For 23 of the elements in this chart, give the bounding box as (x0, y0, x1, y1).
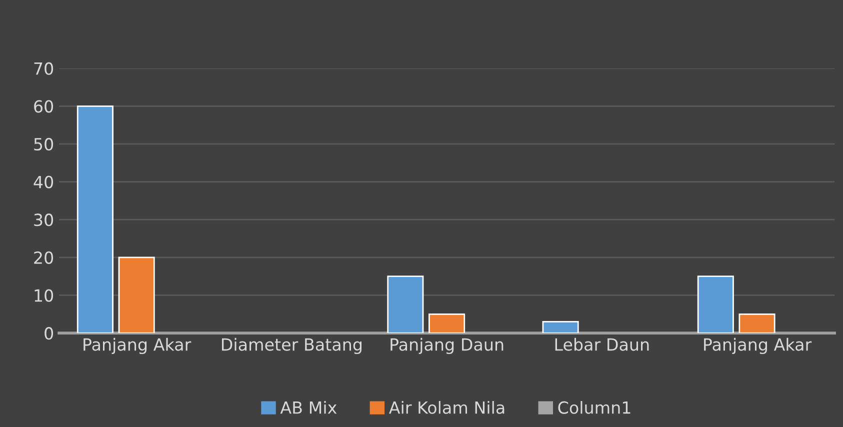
y-tick-label: 60 (34, 100, 54, 113)
bar (76, 105, 114, 334)
x-tick-label: Panjang Daun (390, 338, 504, 354)
legend-label: AB Mix (280, 401, 337, 414)
y-tick-label: 50 (34, 138, 54, 151)
y-tick-label: 30 (34, 214, 54, 226)
y-tick-label: 10 (34, 289, 54, 302)
x-tick-label: Lebar Daun (555, 338, 649, 351)
legend-label: Column1 (558, 401, 630, 414)
y-tick-label: 40 (34, 176, 54, 188)
y-tick-label: 70 (34, 62, 54, 75)
bar (387, 276, 424, 334)
x-tick-label: Panjang Akar (84, 338, 192, 354)
bar (118, 256, 155, 334)
y-tick-label: 0 (44, 327, 54, 340)
bar (697, 276, 734, 334)
x-tick-label: Diameter Batang (222, 338, 362, 354)
bar (738, 313, 776, 334)
y-tick-label: 20 (34, 251, 54, 264)
x-tick-label: Panjang Akar (704, 338, 812, 354)
legend-label: Air Kolam Nila (388, 401, 504, 414)
bar (428, 313, 466, 334)
bar (542, 321, 579, 334)
